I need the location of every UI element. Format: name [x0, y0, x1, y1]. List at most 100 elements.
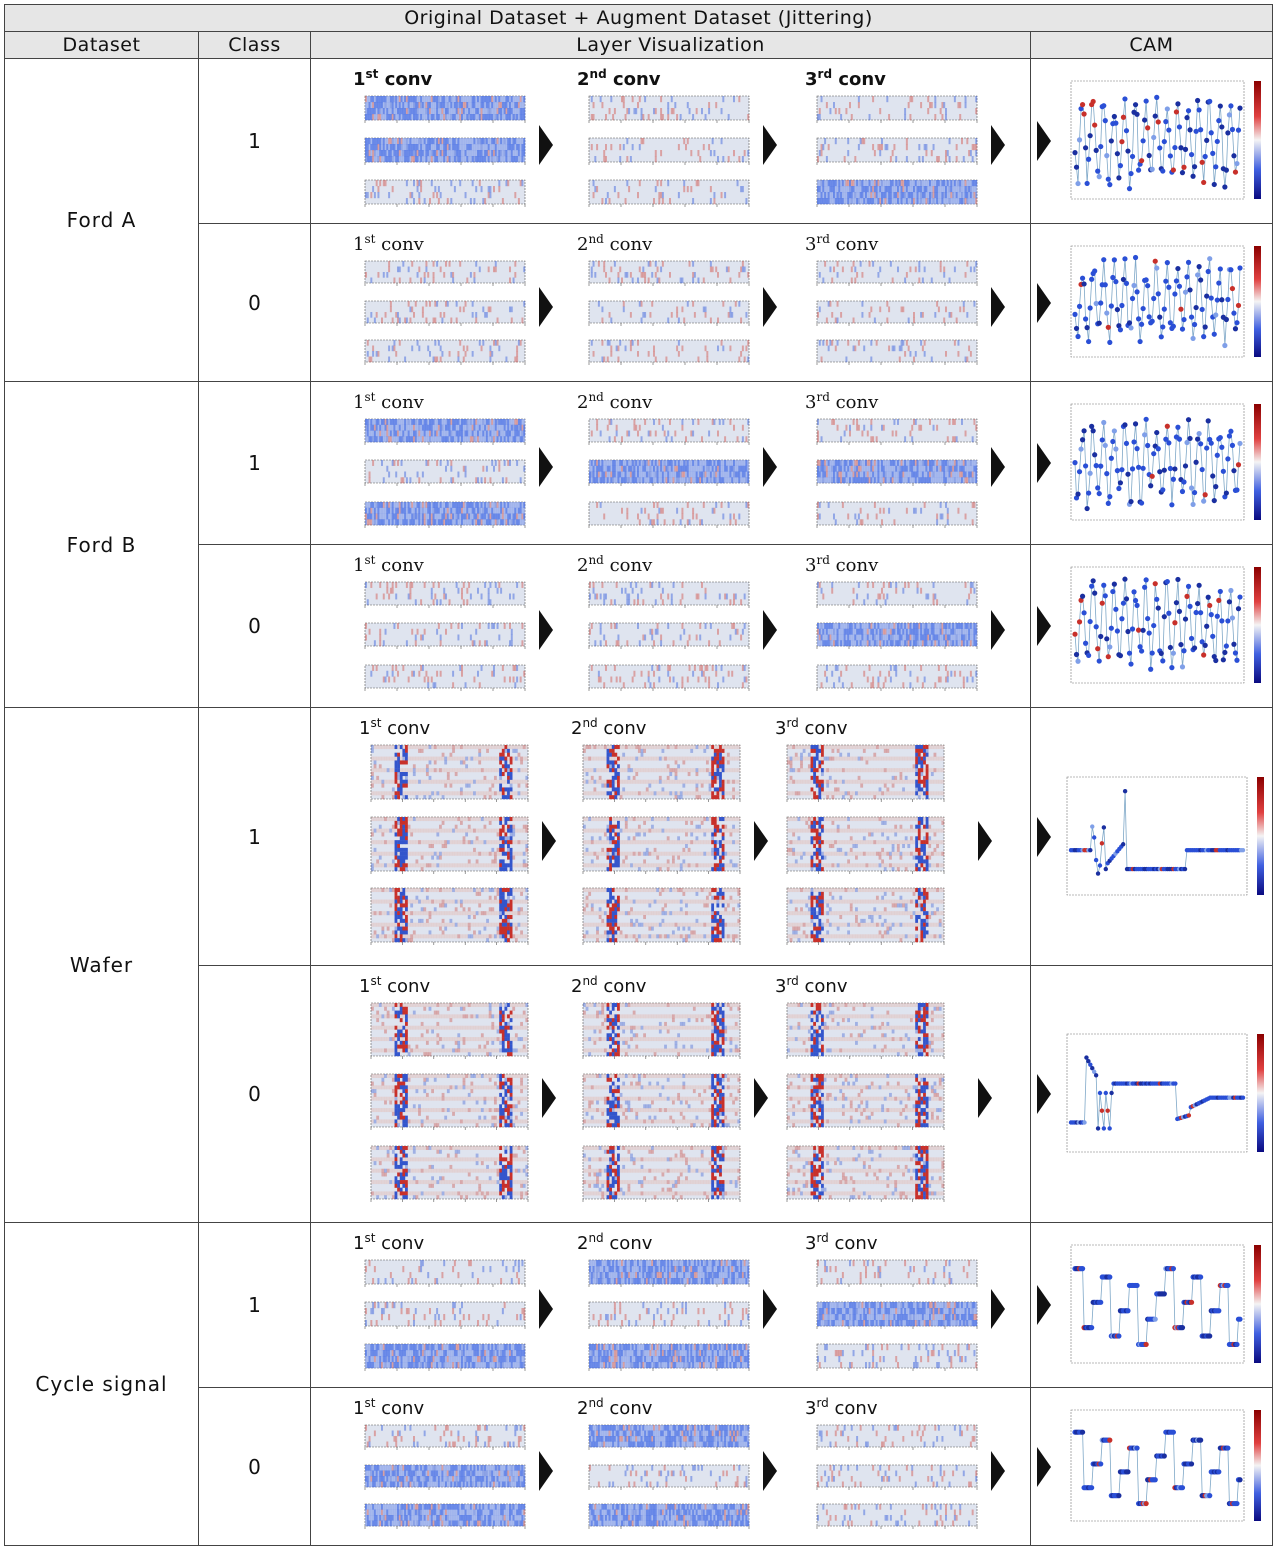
conv-layer-title: 2nd conv: [571, 716, 646, 739]
conv-layer-title: 3rd conv: [805, 390, 878, 413]
feature-map-heatmap: [771, 887, 946, 959]
feature-map-heatmap: [349, 418, 527, 459]
cam-cell: [1030, 381, 1273, 545]
conv-word: conv: [829, 555, 879, 576]
arrow-icon: [991, 447, 1005, 487]
feature-map-heatmap: [573, 137, 751, 179]
conv-ordinal: st: [364, 1396, 376, 1410]
feature-map-heatmap: [349, 622, 527, 663]
class-label: 1: [198, 1222, 311, 1388]
feature-map-heatmap: [801, 1464, 979, 1504]
cam-plot: [1057, 1235, 1272, 1379]
dataset-name: Ford B: [4, 381, 199, 708]
dataset-name: Ford A: [4, 58, 199, 382]
conv-word: conv: [597, 976, 647, 997]
conv-number: 2: [571, 976, 583, 997]
feature-map-heatmap: [349, 95, 527, 137]
conv-number: 3: [805, 555, 817, 576]
feature-map-heatmap: [801, 179, 979, 221]
conv-word: conv: [828, 1233, 878, 1254]
conv-word: conv: [603, 392, 653, 413]
dataset-name: Wafer: [4, 707, 199, 1223]
cam-cell: [1030, 58, 1273, 224]
feature-map-heatmap: [801, 418, 979, 459]
conv-ordinal: st: [364, 390, 376, 404]
feature-map-heatmap: [567, 816, 742, 888]
cam-cell: [1030, 223, 1273, 382]
cam-plot: [1057, 236, 1272, 373]
arrow-icon: [763, 610, 777, 650]
conv-layer-title: 2nd conv: [577, 67, 661, 90]
feature-map-heatmap: [573, 501, 751, 542]
feature-map-heatmap: [349, 459, 527, 500]
layer-visualization-cell: 1st conv 2nd conv 3rd conv: [310, 1222, 1031, 1388]
conv-word: conv: [381, 976, 431, 997]
feature-map-heatmap: [573, 1301, 751, 1343]
conv-ordinal: nd: [588, 553, 604, 567]
feature-map-heatmap: [349, 1301, 527, 1343]
conv-word: conv: [375, 1398, 425, 1419]
conv-ordinal: rd: [816, 553, 830, 567]
arrow-icon: [539, 286, 553, 327]
feature-map-heatmap: [573, 1464, 751, 1504]
conv-ordinal: st: [364, 1231, 376, 1245]
cam-cell: [1030, 707, 1273, 966]
feature-map-heatmap: [801, 501, 979, 542]
conv-word: conv: [375, 392, 424, 413]
conv-layer-title: 1st conv: [359, 716, 430, 739]
feature-map-heatmap: [573, 1424, 751, 1464]
header-dataset: Dataset: [4, 31, 199, 59]
arrow-icon: [1037, 1285, 1051, 1325]
class-label: 0: [198, 965, 311, 1223]
conv-number: 1: [353, 234, 365, 255]
conv-number: 1: [353, 1398, 365, 1419]
conv-word: conv: [828, 1398, 878, 1419]
conv-ordinal: st: [365, 67, 379, 81]
arrow-icon: [1037, 121, 1051, 161]
feature-map-heatmap: [573, 1259, 751, 1301]
conv-word: conv: [603, 1398, 653, 1419]
arrow-icon: [539, 610, 553, 650]
conv-layer-title: 2nd conv: [577, 553, 652, 576]
conv-number: 1: [359, 976, 371, 997]
conv-layer-title: 3rd conv: [775, 974, 848, 997]
conv-word: conv: [832, 69, 886, 90]
layer-visualization-cell: 1st conv 2nd conv 3rd conv: [310, 707, 1031, 966]
layer-visualization-cell: 1st conv 2nd conv 3rd conv: [310, 965, 1031, 1223]
conv-ordinal: rd: [816, 390, 830, 404]
layer-visualization-cell: 1st conv 2nd conv 3rd conv: [310, 58, 1031, 224]
conv-number: 1: [353, 1233, 365, 1254]
conv-layer-title: 3rd conv: [805, 232, 878, 255]
feature-map-heatmap: [349, 300, 527, 340]
conv-number: 3: [775, 718, 787, 739]
arrow-icon: [542, 1078, 556, 1118]
feature-map-heatmap: [801, 581, 979, 622]
conv-layer-title: 3rd conv: [805, 67, 886, 90]
conv-word: conv: [378, 69, 433, 90]
header-layer-visualization: Layer Visualization: [310, 31, 1031, 59]
arrow-icon: [978, 1078, 992, 1118]
arrow-icon: [539, 1450, 553, 1491]
feature-map-heatmap: [801, 1343, 979, 1385]
feature-map-heatmap: [801, 300, 979, 340]
feature-map-heatmap: [355, 816, 530, 888]
feature-map-heatmap: [349, 1464, 527, 1504]
conv-number: 1: [353, 555, 365, 576]
conv-word: conv: [606, 69, 661, 90]
arrow-icon: [991, 125, 1005, 165]
feature-map-heatmap: [801, 459, 979, 500]
conv-number: 1: [353, 392, 365, 413]
conv-word: conv: [603, 1233, 653, 1254]
feature-map-heatmap: [349, 581, 527, 622]
feature-map-heatmap: [801, 137, 979, 179]
layer-visualization-cell: 1st conv 2nd conv 3rd conv: [310, 223, 1031, 382]
feature-map-heatmap: [771, 1073, 946, 1144]
arrow-icon: [763, 125, 777, 165]
class-label: 1: [198, 707, 311, 966]
conv-word: conv: [597, 718, 647, 739]
cam-cell: [1030, 965, 1273, 1223]
feature-map-heatmap: [349, 664, 527, 705]
feature-map-heatmap: [573, 459, 751, 500]
cam-plot: [1057, 1400, 1272, 1537]
conv-layer-title: 2nd conv: [577, 232, 652, 255]
